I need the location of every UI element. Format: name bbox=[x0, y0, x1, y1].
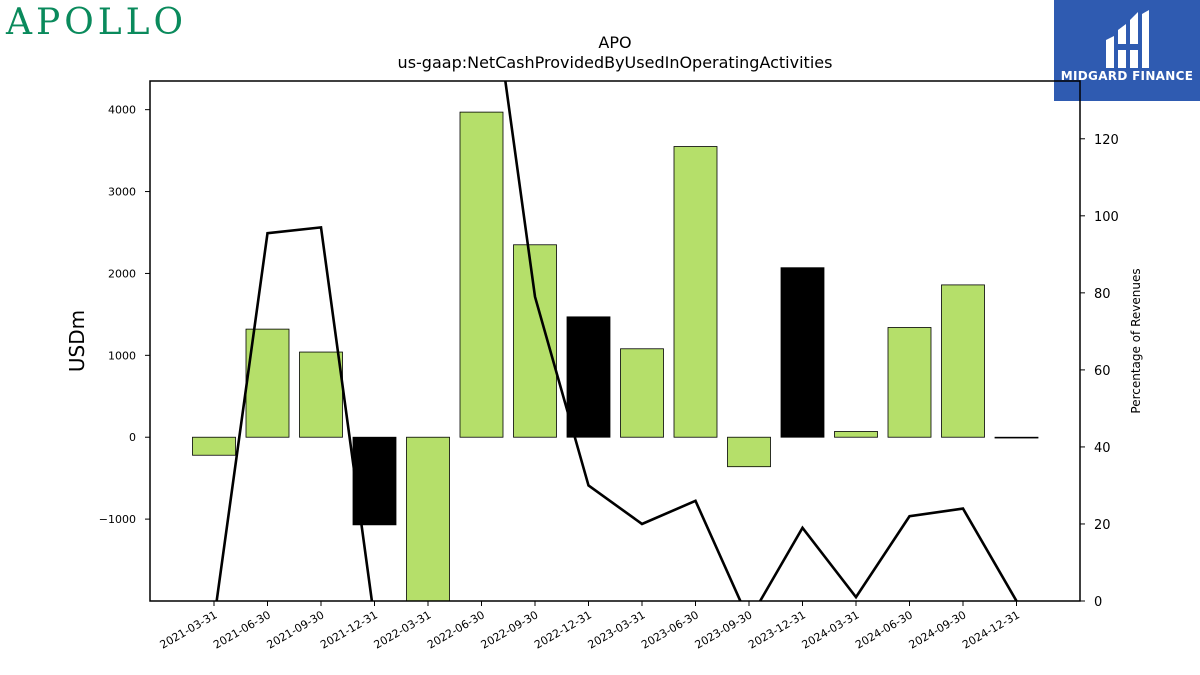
bar-2021-09-30 bbox=[299, 351, 343, 438]
x-tick-label: 2022-03-31 bbox=[372, 608, 434, 651]
x-tick-label: 2021-09-30 bbox=[265, 608, 327, 651]
y2-tick-label: 100 bbox=[1094, 210, 1119, 225]
x-tick-label: 2024-06-30 bbox=[853, 608, 915, 651]
x-tick-label: 2022-06-30 bbox=[425, 608, 487, 651]
midgard-finance-text: MIDGARD FINANCE bbox=[1060, 69, 1194, 83]
y2-tick-label: 120 bbox=[1094, 133, 1119, 148]
bar-2022-09-30 bbox=[513, 244, 557, 438]
bars-layer bbox=[192, 111, 1039, 601]
y2-tick-label: 0 bbox=[1094, 595, 1102, 610]
y-tick-label: −1000 bbox=[99, 513, 136, 526]
x-tick-label: 2024-09-30 bbox=[907, 608, 969, 651]
y2-tick-label: 80 bbox=[1094, 287, 1111, 302]
x-tick-label: 2021-06-30 bbox=[211, 608, 273, 651]
plot-frame bbox=[149, 80, 1081, 602]
bar-2022-12-31 bbox=[566, 316, 611, 438]
bar-2022-03-31 bbox=[406, 436, 450, 601]
x-tick-label: 2022-09-30 bbox=[479, 608, 541, 651]
x-tick-label: 2024-03-31 bbox=[800, 608, 862, 651]
y-tick-label: 0 bbox=[129, 431, 136, 444]
bar-2024-09-30 bbox=[941, 284, 985, 438]
chart-title: APO bbox=[598, 33, 631, 52]
bar-2023-06-30 bbox=[673, 146, 718, 438]
x-tick-label: 2023-03-31 bbox=[586, 608, 648, 651]
y-tick-label: 2000 bbox=[108, 267, 136, 280]
x-tick-label: 2024-12-31 bbox=[960, 608, 1022, 651]
bar-2023-12-31 bbox=[780, 267, 825, 438]
y-tick-label: 3000 bbox=[108, 186, 136, 199]
bar-2024-06-30 bbox=[887, 327, 932, 438]
bar-2024-12-31 bbox=[994, 436, 1039, 439]
y2-tick-label: 20 bbox=[1094, 518, 1111, 533]
chart-subtitle: us-gaap:NetCashProvidedByUsedInOperating… bbox=[398, 53, 833, 72]
y-axis-label: USDm bbox=[65, 310, 89, 372]
x-tick-label: 2023-12-31 bbox=[746, 608, 808, 651]
bar-2022-06-30 bbox=[459, 111, 504, 438]
bar-2024-03-31 bbox=[834, 431, 878, 438]
y-tick-label: 1000 bbox=[108, 349, 136, 362]
y-tick-label: 4000 bbox=[108, 104, 136, 117]
y2-tick-label: 60 bbox=[1094, 364, 1111, 379]
bar-2023-09-30 bbox=[727, 436, 771, 468]
midgard-finance-logo: MIDGARD FINANCE bbox=[1054, 0, 1200, 101]
y2-axis-label: Percentage of Revenues bbox=[1129, 268, 1143, 413]
x-tick-label: 2023-09-30 bbox=[693, 608, 755, 651]
line-layer bbox=[215, 81, 1018, 601]
apollo-logo: APOLLO bbox=[6, 2, 188, 43]
bar-2021-03-31 bbox=[192, 436, 236, 456]
x-tick-label: 2023-06-30 bbox=[639, 608, 701, 651]
x-tick-label: 2022-12-31 bbox=[532, 608, 594, 651]
x-tick-label: 2021-03-31 bbox=[158, 608, 220, 651]
bar-2021-06-30 bbox=[245, 328, 290, 438]
percentage-line bbox=[215, 81, 1018, 601]
y2-tick-label: 40 bbox=[1094, 441, 1111, 456]
midgard-mark-icon bbox=[1106, 10, 1149, 68]
bar-2023-03-31 bbox=[620, 348, 664, 438]
x-tick-label: 2021-12-31 bbox=[318, 608, 380, 651]
